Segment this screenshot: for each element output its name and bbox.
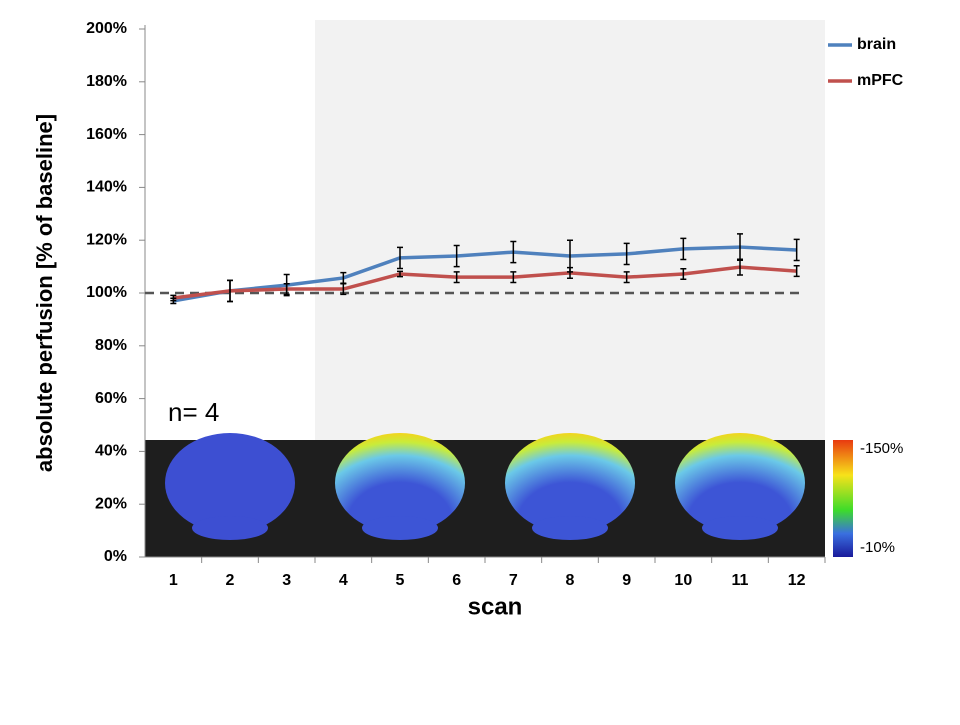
y-tick-label: 20% <box>95 495 127 512</box>
brain-slice <box>165 433 295 540</box>
error-bar <box>680 237 687 261</box>
error-bar <box>227 279 233 303</box>
annotation: n= 4 <box>168 397 219 427</box>
y-tick-label: 140% <box>86 179 127 196</box>
y-tick-label: 40% <box>95 443 127 460</box>
brain-slice <box>335 433 465 540</box>
error-bar <box>170 294 177 302</box>
error-bar <box>340 283 347 296</box>
y-tick-label: 0% <box>104 548 127 565</box>
error-bar <box>793 238 800 262</box>
legend-label: mPFC <box>857 72 904 89</box>
y-tick-label: 80% <box>95 337 127 354</box>
x-tick-label: 8 <box>566 572 575 589</box>
stimulation-period <box>315 20 825 440</box>
series-line <box>173 245 797 303</box>
error-bar <box>453 244 460 268</box>
x-tick-label: 6 <box>452 572 461 589</box>
error-bar <box>397 270 403 278</box>
error-bar <box>680 267 687 281</box>
y-tick-label: 200% <box>86 20 127 37</box>
brain-slice <box>675 433 805 540</box>
error-bar <box>453 271 460 284</box>
error-bar <box>397 246 403 270</box>
colorbar-label: -150% <box>860 440 903 457</box>
x-tick-label: 3 <box>282 572 291 589</box>
error-bar <box>793 265 800 278</box>
colorbar <box>833 440 853 557</box>
error-bar <box>283 283 290 296</box>
x-axis-label: scan <box>468 593 523 620</box>
x-tick-label: 7 <box>509 572 518 589</box>
y-tick-label: 180% <box>86 73 127 90</box>
y-axis-label: absolute perfusion [% of baseline] <box>32 114 57 472</box>
error-bar <box>737 258 743 276</box>
legend-label: brain <box>857 36 896 53</box>
x-tick-label: 5 <box>396 572 405 589</box>
x-tick-label: 10 <box>674 572 692 589</box>
y-tick-label: 160% <box>86 126 127 143</box>
error-bar <box>623 242 630 266</box>
y-tick-label: 60% <box>95 390 127 407</box>
error-bar <box>510 240 517 264</box>
x-tick-label: 9 <box>622 572 631 589</box>
error-bar <box>567 266 573 279</box>
y-tick-label: 120% <box>86 231 127 248</box>
x-tick-label: 11 <box>732 572 749 589</box>
series-line <box>173 265 797 300</box>
x-tick-label: 4 <box>339 572 348 589</box>
x-tick-label: 1 <box>169 572 178 589</box>
brain-slice <box>505 433 635 540</box>
x-tick-label: 2 <box>226 572 235 589</box>
colorbar-label: -10% <box>860 539 895 556</box>
error-bar <box>623 271 630 284</box>
error-bar <box>510 271 517 284</box>
brain-images <box>145 433 853 557</box>
y-tick-label: 100% <box>86 284 127 301</box>
x-tick-label: 12 <box>788 572 806 589</box>
